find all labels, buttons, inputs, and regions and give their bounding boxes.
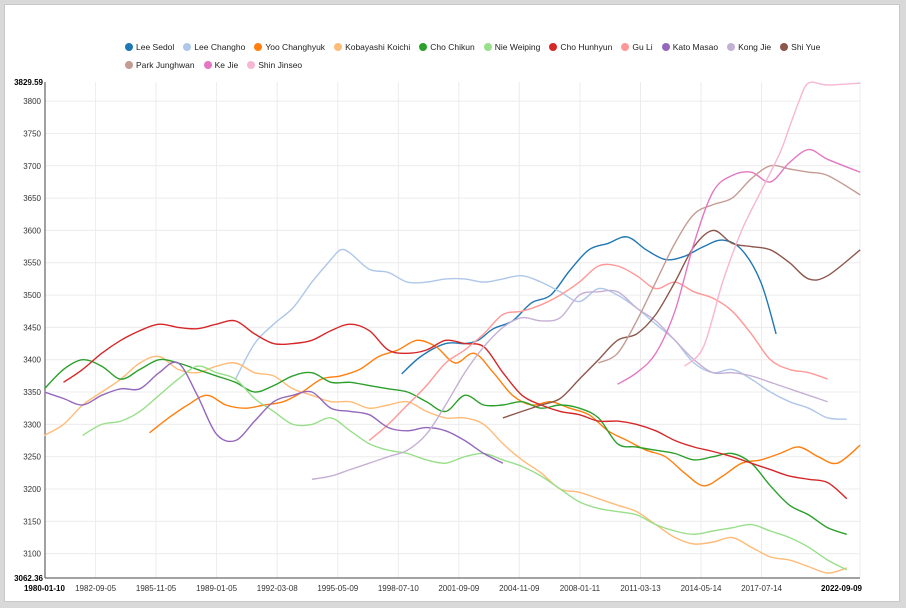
legend-label: Nie Weiping (494, 42, 541, 52)
y-tick-label: 3250 (23, 453, 41, 462)
legend-swatch (254, 43, 263, 51)
series-line-nie-weiping[interactable] (82, 365, 848, 571)
legend-label: Cho Hunhyun (560, 42, 613, 52)
x-tick-label: 1989-01-05 (196, 584, 237, 593)
legend-label: Park Junghwan (136, 60, 195, 70)
legend-label: Yoo Changhyuk (265, 42, 326, 52)
series-line-lee-changho[interactable] (234, 248, 847, 420)
y-tick-label: 3150 (23, 517, 41, 526)
legend-label: Ke Jie (214, 60, 239, 70)
series-line-gu-li[interactable] (368, 263, 828, 442)
legend: Lee Sedol Lee Changho Yoo Changhyuk Kobayas… (125, 38, 885, 74)
legend-item[interactable]: Ke Jie (203, 59, 239, 72)
y-tick-label: 3650 (23, 194, 41, 203)
legend-item[interactable]: Lee Changho (183, 41, 245, 54)
legend-label: Kato Masao (672, 42, 719, 52)
series-line-cho-hunhyun[interactable] (63, 319, 848, 500)
series-line-lee-sedol[interactable] (401, 236, 777, 375)
y-max-label: 3829.59 (14, 78, 43, 87)
y-tick-label: 3550 (23, 259, 41, 268)
legend-swatch (419, 43, 428, 51)
legend-label: Shi Yue (791, 42, 821, 52)
legend-swatch (549, 43, 558, 51)
legend-item[interactable]: Shin Jinseo (247, 59, 302, 72)
legend-label: Shin Jinseo (258, 60, 303, 70)
legend-swatch (483, 43, 492, 51)
y-tick-label: 3800 (23, 97, 41, 106)
x-tick-label: 1992-03-08 (257, 584, 298, 593)
legend-label: Cho Chikun (430, 42, 475, 52)
y-tick-label: 3100 (23, 550, 41, 559)
legend-swatch (125, 61, 133, 69)
series-line-park-junghwan[interactable] (598, 164, 861, 364)
legend-swatch (183, 43, 192, 51)
legend-swatch (780, 43, 789, 51)
series-line-kato-masao[interactable] (44, 361, 504, 464)
series-line-yoo-changhyuk[interactable] (149, 339, 861, 487)
legend-label: Gu Li (632, 42, 653, 52)
x-tick-label: 1982-09-05 (75, 584, 116, 593)
y-tick-label: 3450 (23, 323, 41, 332)
series-line-kong-jie[interactable] (311, 289, 828, 480)
legend-item[interactable]: Kong Jie (727, 41, 771, 54)
legend-swatch (247, 61, 256, 69)
y-tick-label: 3350 (23, 388, 41, 397)
y-tick-label: 3200 (23, 485, 41, 494)
legend-swatch (727, 43, 736, 51)
legend-label: Lee Changho (194, 42, 246, 52)
legend-item[interactable]: Kato Masao (661, 41, 719, 54)
legend-item[interactable]: Nie Weiping (483, 41, 541, 54)
legend-swatch (125, 43, 133, 51)
series-line-shi-yue[interactable] (502, 229, 861, 419)
y-tick-label: 3500 (23, 291, 41, 300)
legend-item[interactable]: Yoo Changhyuk (254, 41, 325, 54)
legend-item[interactable]: Park Junghwan (125, 59, 195, 72)
legend-item[interactable]: Lee Sedol (125, 41, 174, 54)
legend-swatch (203, 61, 212, 69)
x-tick-label: 1985-11-05 (136, 584, 177, 593)
legend-label: Lee Sedol (136, 42, 175, 52)
x-tick-label: 2011-03-13 (620, 584, 661, 593)
legend-label: Kong Jie (738, 42, 772, 52)
legend-item[interactable]: Cho Chikun (419, 41, 475, 54)
legend-item[interactable]: Shi Yue (780, 41, 820, 54)
x-tick-label: 2001-09-09 (438, 584, 479, 593)
x-tick-label: 2017-07-14 (741, 584, 782, 593)
y-tick-label: 3400 (23, 356, 41, 365)
x-tick-label: 1998-07-10 (378, 584, 419, 593)
series-line-shin-jinseo[interactable] (683, 81, 861, 367)
x-tick-label: 2022-09-09 (821, 584, 862, 593)
y-tick-label: 3700 (23, 162, 41, 171)
y-tick-label: 3750 (23, 129, 41, 138)
legend-item[interactable]: Cho Hunhyun (549, 41, 612, 54)
series-line-kobayashi-koichi[interactable] (44, 355, 848, 574)
legend-swatch (621, 43, 630, 51)
x-tick-label: 1980-01-10 (24, 584, 65, 593)
legend-swatch (661, 43, 670, 51)
chart-frame: Lee Sedol Lee Changho Yoo Changhyuk Kobayas… (4, 4, 900, 602)
x-tick-label: 2004-11-09 (499, 584, 540, 593)
y-tick-label: 3600 (23, 226, 41, 235)
legend-swatch (334, 43, 343, 51)
legend-item[interactable]: Kobayashi Koichi (334, 41, 410, 54)
legend-label: Kobayashi Koichi (345, 42, 411, 52)
legend-item[interactable]: Gu Li (621, 41, 653, 54)
y-min-label: 3062.36 (14, 574, 43, 583)
series-line-ke-jie[interactable] (617, 148, 861, 385)
y-tick-label: 3300 (23, 420, 41, 429)
x-tick-label: 2014-05-14 (681, 584, 722, 593)
x-tick-label: 1995-05-09 (317, 584, 358, 593)
x-tick-label: 2008-01-11 (560, 584, 601, 593)
series-line-cho-chikun[interactable] (43, 358, 848, 535)
